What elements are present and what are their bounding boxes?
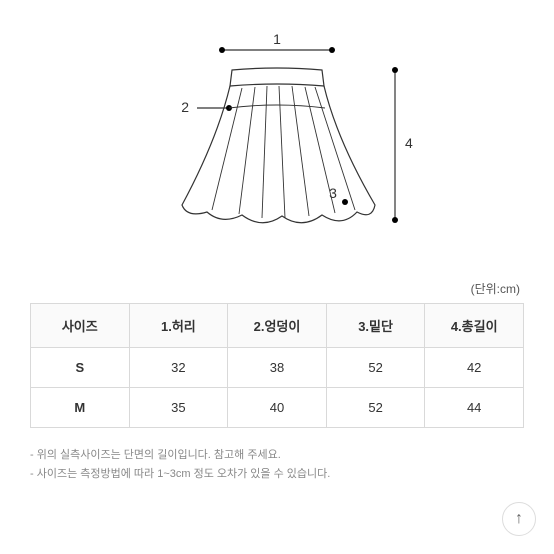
col-length: 4.총길이	[425, 304, 524, 348]
note-line: - 사이즈는 측정방법에 따라 1~3cm 정도 오차가 있을 수 있습니다.	[30, 465, 524, 484]
note-line: - 위의 실측사이즈는 단면의 길이입니다. 참고해 주세요.	[30, 446, 524, 465]
cell-value: 32	[129, 348, 228, 388]
cell-value: 52	[326, 348, 425, 388]
col-size: 사이즈	[31, 304, 130, 348]
label-length: 4	[405, 135, 413, 151]
col-hip: 2.엉덩이	[228, 304, 327, 348]
label-hip: 2	[181, 99, 189, 115]
table-row: M 35 40 52 44	[31, 388, 524, 428]
table-row: S 32 38 52 42	[31, 348, 524, 388]
table-header-row: 사이즈 1.허리 2.엉덩이 3.밑단 4.총길이	[31, 304, 524, 348]
scroll-top-button[interactable]: ↑	[502, 502, 536, 536]
cell-value: 35	[129, 388, 228, 428]
col-hem: 3.밑단	[326, 304, 425, 348]
cell-value: 38	[228, 348, 327, 388]
skirt-diagram: 1 2 3 4	[30, 20, 524, 280]
cell-value: 44	[425, 388, 524, 428]
cell-size: M	[31, 388, 130, 428]
cell-value: 40	[228, 388, 327, 428]
label-hem: 3	[329, 185, 337, 201]
cell-size: S	[31, 348, 130, 388]
notes: - 위의 실측사이즈는 단면의 길이입니다. 참고해 주세요. - 사이즈는 측…	[30, 446, 524, 483]
unit-label: (단위:cm)	[30, 280, 524, 297]
size-table: 사이즈 1.허리 2.엉덩이 3.밑단 4.총길이 S 32 38 52 42 …	[30, 303, 524, 428]
label-waist: 1	[273, 31, 281, 47]
cell-value: 52	[326, 388, 425, 428]
col-waist: 1.허리	[129, 304, 228, 348]
cell-value: 42	[425, 348, 524, 388]
arrow-up-icon: ↑	[515, 510, 523, 528]
